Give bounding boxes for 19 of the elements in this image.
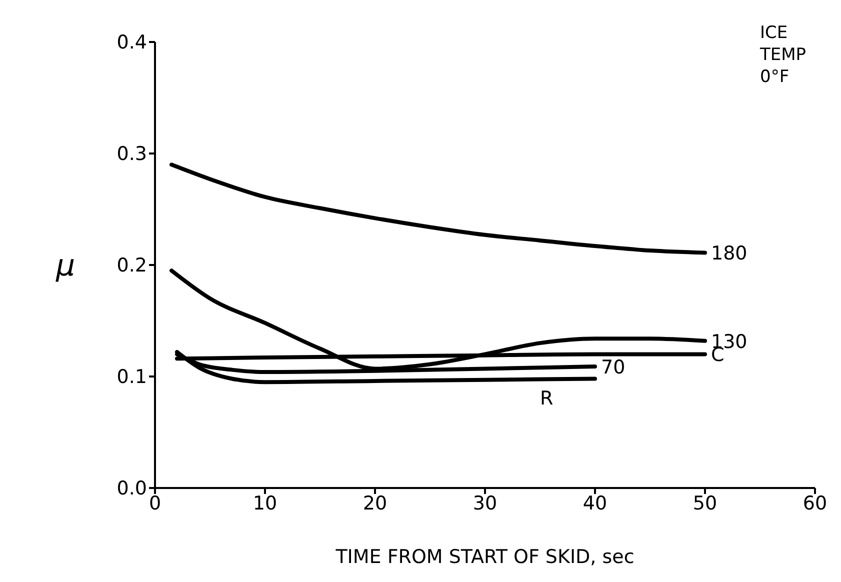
x-tick-label: 30 [472, 492, 498, 514]
y-tick-label: 0.0 [116, 478, 147, 500]
x-tick-label: 60 [802, 492, 828, 514]
series-label: 70 [601, 356, 626, 378]
y-axis-title: μ [55, 248, 76, 284]
annotation: ICE TEMP 0°F [760, 22, 806, 88]
series-label: R [540, 388, 554, 410]
series-label: 180 [711, 242, 748, 265]
x-tick-label: 0 [148, 492, 162, 514]
x-tick-label: 40 [582, 492, 608, 514]
y-tick-label: 0.1 [116, 366, 147, 388]
y-tick-label: 0.4 [116, 32, 147, 54]
x-tick-label: 10 [252, 492, 278, 514]
y-tick-label: 0.3 [116, 143, 147, 166]
x-tick-label: 50 [692, 492, 718, 514]
x-tick-label: 20 [362, 492, 388, 514]
x-axis-title: TIME FROM START OF SKID, sec [334, 546, 634, 568]
line-series [170, 162, 707, 255]
y-tick-label: 0.2 [116, 254, 147, 277]
